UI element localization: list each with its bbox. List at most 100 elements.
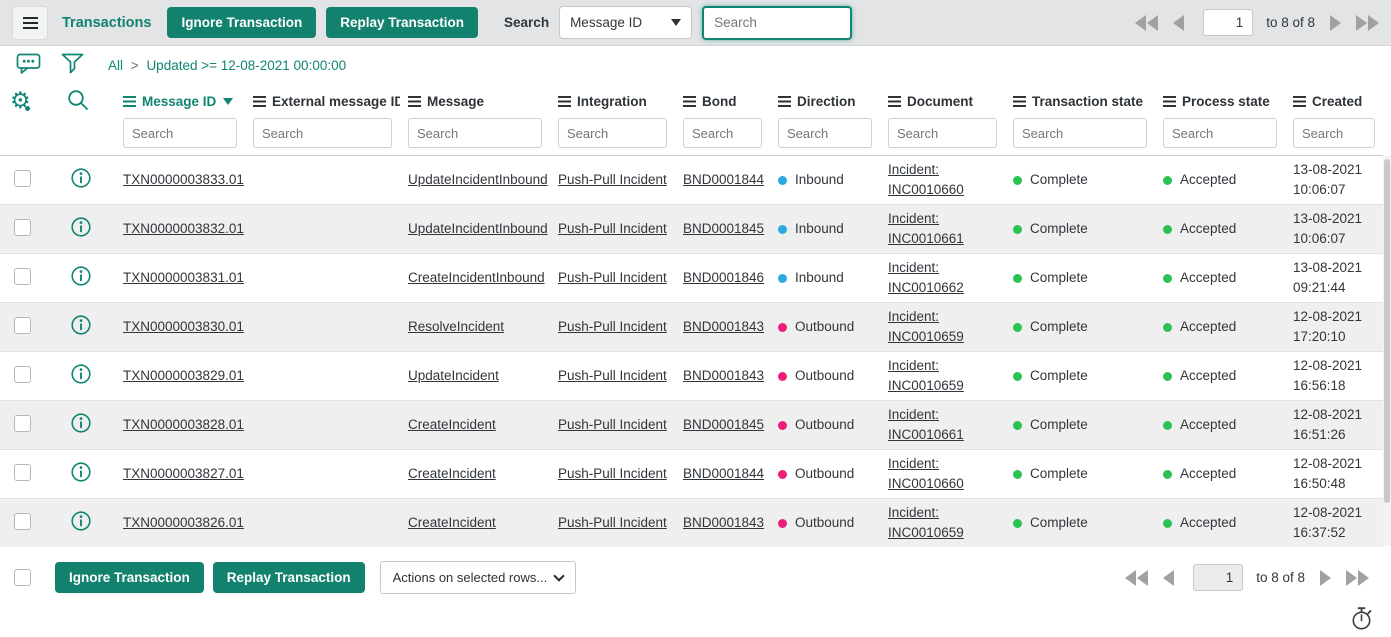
page-title[interactable]: Transactions (62, 14, 152, 31)
ignore-transaction-button[interactable]: Ignore Transaction (167, 7, 317, 38)
info-icon[interactable] (70, 363, 92, 385)
breadcrumb-filter-condition-link[interactable]: Updated >= 12-08-2021 00:00:00 (146, 57, 347, 73)
scrollbar-thumb[interactable] (1384, 159, 1390, 503)
document-link[interactable]: Incident: INC0010659 (888, 357, 964, 393)
info-icon[interactable] (70, 461, 92, 483)
message-id-link[interactable]: TXN0000003828.01 (123, 417, 244, 432)
select-all-checkbox[interactable] (14, 569, 31, 586)
message-link[interactable]: CreateIncident (408, 466, 496, 481)
integration-link[interactable]: Push-Pull Incident (558, 368, 667, 383)
message-link[interactable]: CreateIncidentInbound (408, 270, 545, 285)
integration-link[interactable]: Push-Pull Incident (558, 319, 667, 334)
first-page-button[interactable] (1135, 14, 1159, 31)
previous-page-button[interactable] (1173, 14, 1185, 31)
next-page-button[interactable] (1320, 569, 1331, 586)
column-header-created[interactable]: Created (1285, 84, 1383, 118)
bond-link[interactable]: BND0001843 (683, 319, 765, 334)
integration-link[interactable]: Push-Pull Incident (558, 515, 667, 531)
message-link[interactable]: CreateIncident (408, 417, 496, 432)
document-link[interactable]: Incident: INC0010660 (888, 455, 964, 491)
document-link[interactable]: Incident: INC0010659 (888, 505, 964, 540)
bond-link[interactable]: BND0001843 (683, 515, 765, 531)
integration-link[interactable]: Push-Pull Incident (558, 466, 667, 481)
row-checkbox[interactable] (14, 316, 31, 334)
bond-link[interactable]: BND0001846 (683, 270, 765, 285)
last-page-button[interactable] (1346, 569, 1369, 586)
document-link[interactable]: Incident: INC0010662 (888, 259, 964, 295)
document-link[interactable]: Incident: INC0010660 (888, 161, 964, 197)
integration-link[interactable]: Push-Pull Incident (558, 417, 667, 432)
message-link[interactable]: UpdateIncidentInbound (408, 221, 548, 236)
column-search-input-created[interactable] (1293, 118, 1375, 149)
hamburger-menu-button[interactable] (12, 5, 48, 40)
response-time-button[interactable] (1350, 606, 1373, 634)
column-search-input-message[interactable] (408, 118, 542, 149)
column-header-direction[interactable]: Direction (770, 84, 880, 118)
info-icon[interactable] (70, 412, 92, 434)
column-search-input-bond[interactable] (683, 118, 762, 149)
actions-on-selected-rows-select[interactable]: Actions on selected rows... (379, 561, 576, 594)
row-checkbox[interactable] (14, 414, 31, 432)
document-link[interactable]: Incident: INC0010661 (888, 406, 964, 442)
column-search-input-message_id[interactable] (123, 118, 237, 149)
last-page-button[interactable] (1356, 14, 1379, 31)
bond-link[interactable]: BND0001843 (683, 368, 765, 383)
column-search-input-transaction_state[interactable] (1013, 118, 1147, 149)
message-id-link[interactable]: TXN0000003829.01 (123, 368, 244, 383)
info-icon[interactable] (70, 216, 92, 238)
replay-transaction-button[interactable]: Replay Transaction (326, 7, 479, 38)
comments-button[interactable] (14, 52, 42, 78)
vertical-scrollbar[interactable] (1383, 156, 1391, 546)
previous-page-button[interactable] (1163, 569, 1175, 586)
row-checkbox[interactable] (14, 218, 31, 236)
message-id-link[interactable]: TXN0000003833.01 (123, 172, 244, 187)
column-search-toggle-button[interactable] (66, 88, 89, 114)
message-id-link[interactable]: TXN0000003832.01 (123, 221, 244, 236)
page-number-input[interactable] (1203, 9, 1254, 36)
global-search-input[interactable] (702, 5, 853, 40)
search-field-select[interactable]: Message ID (559, 6, 693, 39)
column-header-document[interactable]: Document (880, 84, 1005, 118)
bond-link[interactable]: BND0001844 (683, 466, 765, 481)
bond-link[interactable]: BND0001844 (683, 172, 765, 187)
bond-link[interactable]: BND0001845 (683, 221, 765, 236)
column-header-message[interactable]: Message (400, 84, 550, 118)
column-header-integration[interactable]: Integration (550, 84, 675, 118)
info-icon[interactable] (70, 510, 92, 532)
next-page-button[interactable] (1330, 14, 1341, 31)
breadcrumb-all-link[interactable]: All (108, 57, 124, 73)
page-number-input[interactable] (1193, 564, 1244, 591)
message-link[interactable]: UpdateIncidentInbound (408, 172, 548, 187)
document-link[interactable]: Incident: INC0010661 (888, 210, 964, 246)
info-icon[interactable] (70, 167, 92, 189)
column-header-process_state[interactable]: Process state (1155, 84, 1285, 118)
row-checkbox[interactable] (14, 267, 31, 285)
column-search-input-process_state[interactable] (1163, 118, 1277, 149)
filter-button[interactable] (58, 51, 86, 80)
footer-replay-transaction-button[interactable]: Replay Transaction (212, 562, 365, 593)
column-header-transaction_state[interactable]: Transaction state (1005, 84, 1155, 118)
column-search-input-external_message_id[interactable] (253, 118, 392, 149)
row-checkbox[interactable] (14, 512, 31, 530)
column-search-input-document[interactable] (888, 118, 997, 149)
list-settings-button[interactable]: ⚙ (10, 89, 31, 113)
message-id-link[interactable]: TXN0000003826.01 (123, 515, 244, 531)
message-link[interactable]: UpdateIncident (408, 368, 499, 383)
message-id-link[interactable]: TXN0000003827.01 (123, 466, 244, 481)
column-search-input-direction[interactable] (778, 118, 872, 149)
column-header-external_message_id[interactable]: External message ID (245, 84, 400, 118)
integration-link[interactable]: Push-Pull Incident (558, 270, 667, 285)
integration-link[interactable]: Push-Pull Incident (558, 221, 667, 236)
message-link[interactable]: CreateIncident (408, 515, 496, 531)
document-link[interactable]: Incident: INC0010659 (888, 308, 964, 344)
row-checkbox[interactable] (14, 169, 31, 187)
bond-link[interactable]: BND0001845 (683, 417, 765, 432)
message-link[interactable]: ResolveIncident (408, 319, 505, 334)
column-header-message_id[interactable]: Message ID (115, 84, 245, 118)
message-id-link[interactable]: TXN0000003830.01 (123, 319, 244, 334)
info-icon[interactable] (70, 265, 92, 287)
column-search-input-integration[interactable] (558, 118, 667, 149)
row-checkbox[interactable] (14, 365, 31, 383)
info-icon[interactable] (70, 314, 92, 336)
row-checkbox[interactable] (14, 463, 31, 481)
